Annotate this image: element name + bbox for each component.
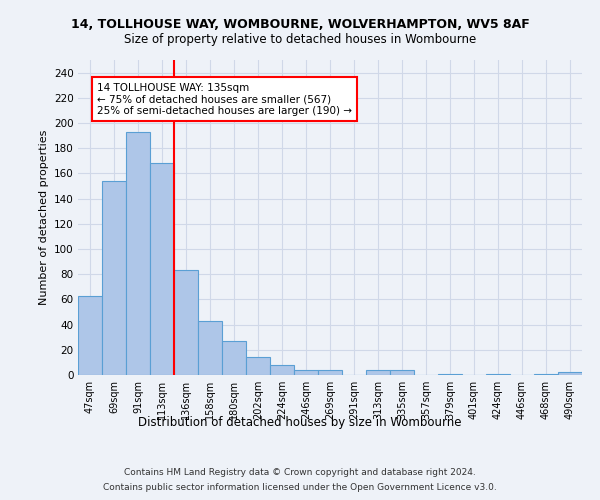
Text: 14 TOLLHOUSE WAY: 135sqm
← 75% of detached houses are smaller (567)
25% of semi-: 14 TOLLHOUSE WAY: 135sqm ← 75% of detach…	[97, 82, 352, 116]
Y-axis label: Number of detached properties: Number of detached properties	[38, 130, 49, 305]
Bar	[366, 370, 390, 375]
Bar	[222, 341, 246, 375]
Bar	[126, 132, 150, 375]
Bar	[174, 270, 198, 375]
Text: Distribution of detached houses by size in Wombourne: Distribution of detached houses by size …	[138, 416, 462, 429]
Bar	[534, 374, 558, 375]
Text: Size of property relative to detached houses in Wombourne: Size of property relative to detached ho…	[124, 32, 476, 46]
Bar	[270, 365, 294, 375]
Bar	[438, 374, 462, 375]
Text: Contains HM Land Registry data © Crown copyright and database right 2024.: Contains HM Land Registry data © Crown c…	[124, 468, 476, 477]
Bar	[246, 358, 270, 375]
Text: 14, TOLLHOUSE WAY, WOMBOURNE, WOLVERHAMPTON, WV5 8AF: 14, TOLLHOUSE WAY, WOMBOURNE, WOLVERHAMP…	[71, 18, 529, 30]
Text: Contains public sector information licensed under the Open Government Licence v3: Contains public sector information licen…	[103, 483, 497, 492]
Bar	[318, 370, 342, 375]
Bar	[390, 370, 414, 375]
Bar	[198, 321, 222, 375]
Bar	[102, 181, 126, 375]
Bar	[486, 374, 510, 375]
Bar	[78, 296, 102, 375]
Bar	[150, 164, 174, 375]
Bar	[558, 372, 582, 375]
Bar	[294, 370, 318, 375]
